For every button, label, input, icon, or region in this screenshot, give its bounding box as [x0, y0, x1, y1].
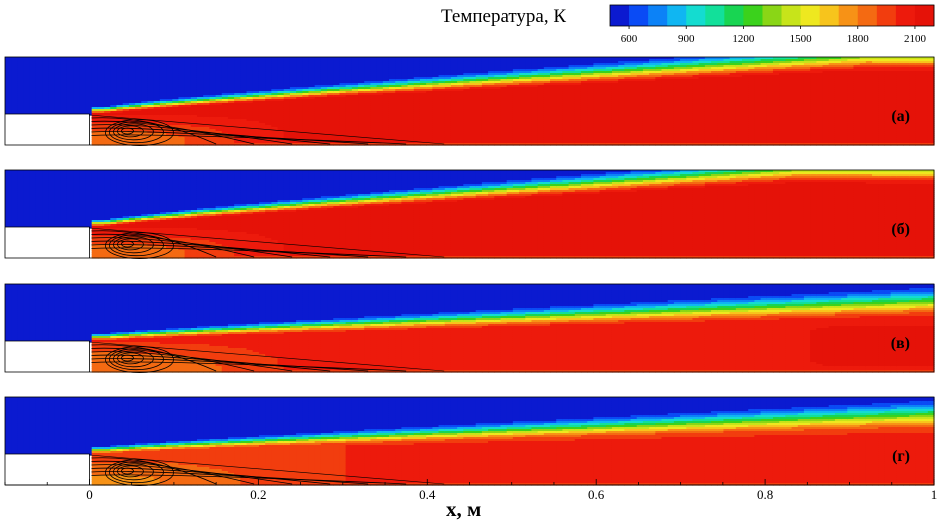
contour-panel: (г)	[4, 396, 935, 487]
streamlines	[89, 227, 445, 260]
colorbar-swatch	[781, 5, 801, 26]
colorbar-swatch	[914, 5, 935, 26]
colorbar-swatch	[819, 5, 840, 26]
x-axis: 0 0.2 0.4 0.6 0.8 1	[4, 479, 938, 502]
x-tick-label: 0.6	[588, 487, 605, 502]
colorbar-swatch	[876, 5, 897, 26]
step-wall	[5, 454, 90, 485]
panel-border	[4, 169, 935, 259]
colorbar-tick-label: 1200	[732, 33, 755, 45]
panel-label: (а)	[891, 108, 910, 125]
colorbar-tick-label: 1500	[790, 33, 813, 45]
colorbar-swatch	[743, 5, 763, 26]
streamlines	[89, 454, 445, 487]
step-wall	[5, 341, 90, 372]
step-wall	[5, 114, 90, 145]
colorbar-swatch	[800, 5, 821, 26]
colorbar-swatch	[686, 5, 706, 26]
x-tick-label: 1	[931, 487, 938, 502]
colorbar-swatch	[705, 5, 725, 26]
streamlines	[89, 341, 445, 374]
colorbar-tick-label: 600	[621, 33, 638, 45]
streamlines	[89, 114, 445, 147]
x-tick-label: 0.2	[250, 487, 266, 502]
colorbar-title: Температура, К	[441, 6, 566, 28]
colorbar-swatch	[724, 5, 744, 26]
colorbar-tick-label: 1800	[847, 33, 870, 45]
colorbar-tick-label: 900	[678, 33, 695, 45]
colorbar-tick-label: 2100	[904, 33, 927, 45]
colorbar-swatch	[895, 5, 916, 26]
panel-label: (в)	[891, 335, 910, 352]
x-tick-label: 0	[86, 487, 93, 502]
x-axis-label: x, м	[446, 497, 481, 522]
colorbar-swatch	[667, 5, 687, 26]
colorbar-legend: 600 900 1200 1500 1800 2100	[609, 4, 935, 45]
colorbar-swatch	[762, 5, 782, 26]
x-tick-label: 0.8	[757, 487, 773, 502]
step-wall	[5, 227, 90, 258]
x-tick-label: 0.4	[419, 487, 436, 502]
colorbar-swatch	[648, 5, 668, 26]
colorbar-swatch	[629, 5, 649, 26]
contour-panels: (а) (б) (в) (г)	[4, 56, 935, 487]
colorbar-swatch	[610, 5, 630, 26]
contour-panel: (в)	[4, 283, 935, 374]
colorbar-swatch	[838, 5, 859, 26]
contour-panel: (б)	[4, 169, 935, 260]
panel-border	[4, 283, 935, 373]
contour-panel: (а)	[4, 56, 935, 147]
colorbar-swatch	[857, 5, 878, 26]
panel-label: (б)	[891, 221, 910, 238]
panel-label: (г)	[892, 448, 910, 465]
panel-border	[4, 56, 935, 146]
